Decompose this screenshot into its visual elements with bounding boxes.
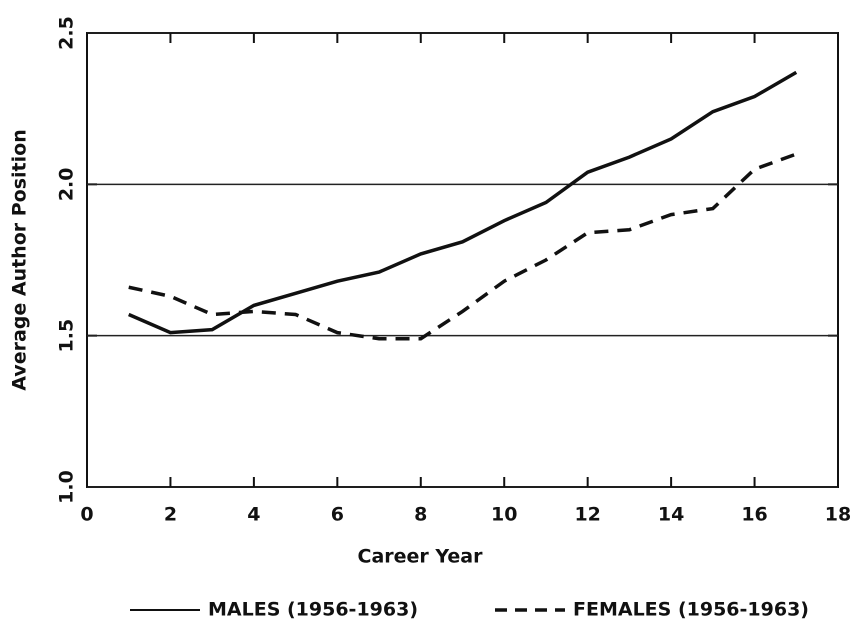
x-tick-label: 8	[414, 504, 427, 526]
series-line	[128, 70, 798, 335]
x-tick-label: 2	[164, 504, 177, 526]
y-tick-label: 1.5	[56, 319, 78, 353]
x-axis-label: Career Year	[358, 546, 484, 568]
x-tick-label: 16	[741, 504, 767, 526]
y-tick-label: 2.0	[56, 167, 78, 201]
y-axis-label: Average Author Position	[9, 129, 31, 390]
x-tick-label: 6	[331, 504, 344, 526]
series-line	[128, 152, 797, 341]
x-tick-label: 10	[491, 504, 517, 526]
x-tick-label: 0	[80, 504, 93, 526]
x-tick-label: 14	[658, 504, 684, 526]
x-tick-label: 12	[574, 504, 600, 526]
legend-label: MALES (1956-1963)	[208, 599, 418, 621]
x-tick-label: 4	[247, 504, 260, 526]
y-tick-label: 1.0	[56, 470, 78, 504]
legend-label: FEMALES (1956-1963)	[573, 599, 809, 621]
x-tick-label: 18	[825, 504, 851, 526]
y-tick-label: 2.5	[56, 16, 78, 50]
plot-frame	[86, 32, 839, 488]
